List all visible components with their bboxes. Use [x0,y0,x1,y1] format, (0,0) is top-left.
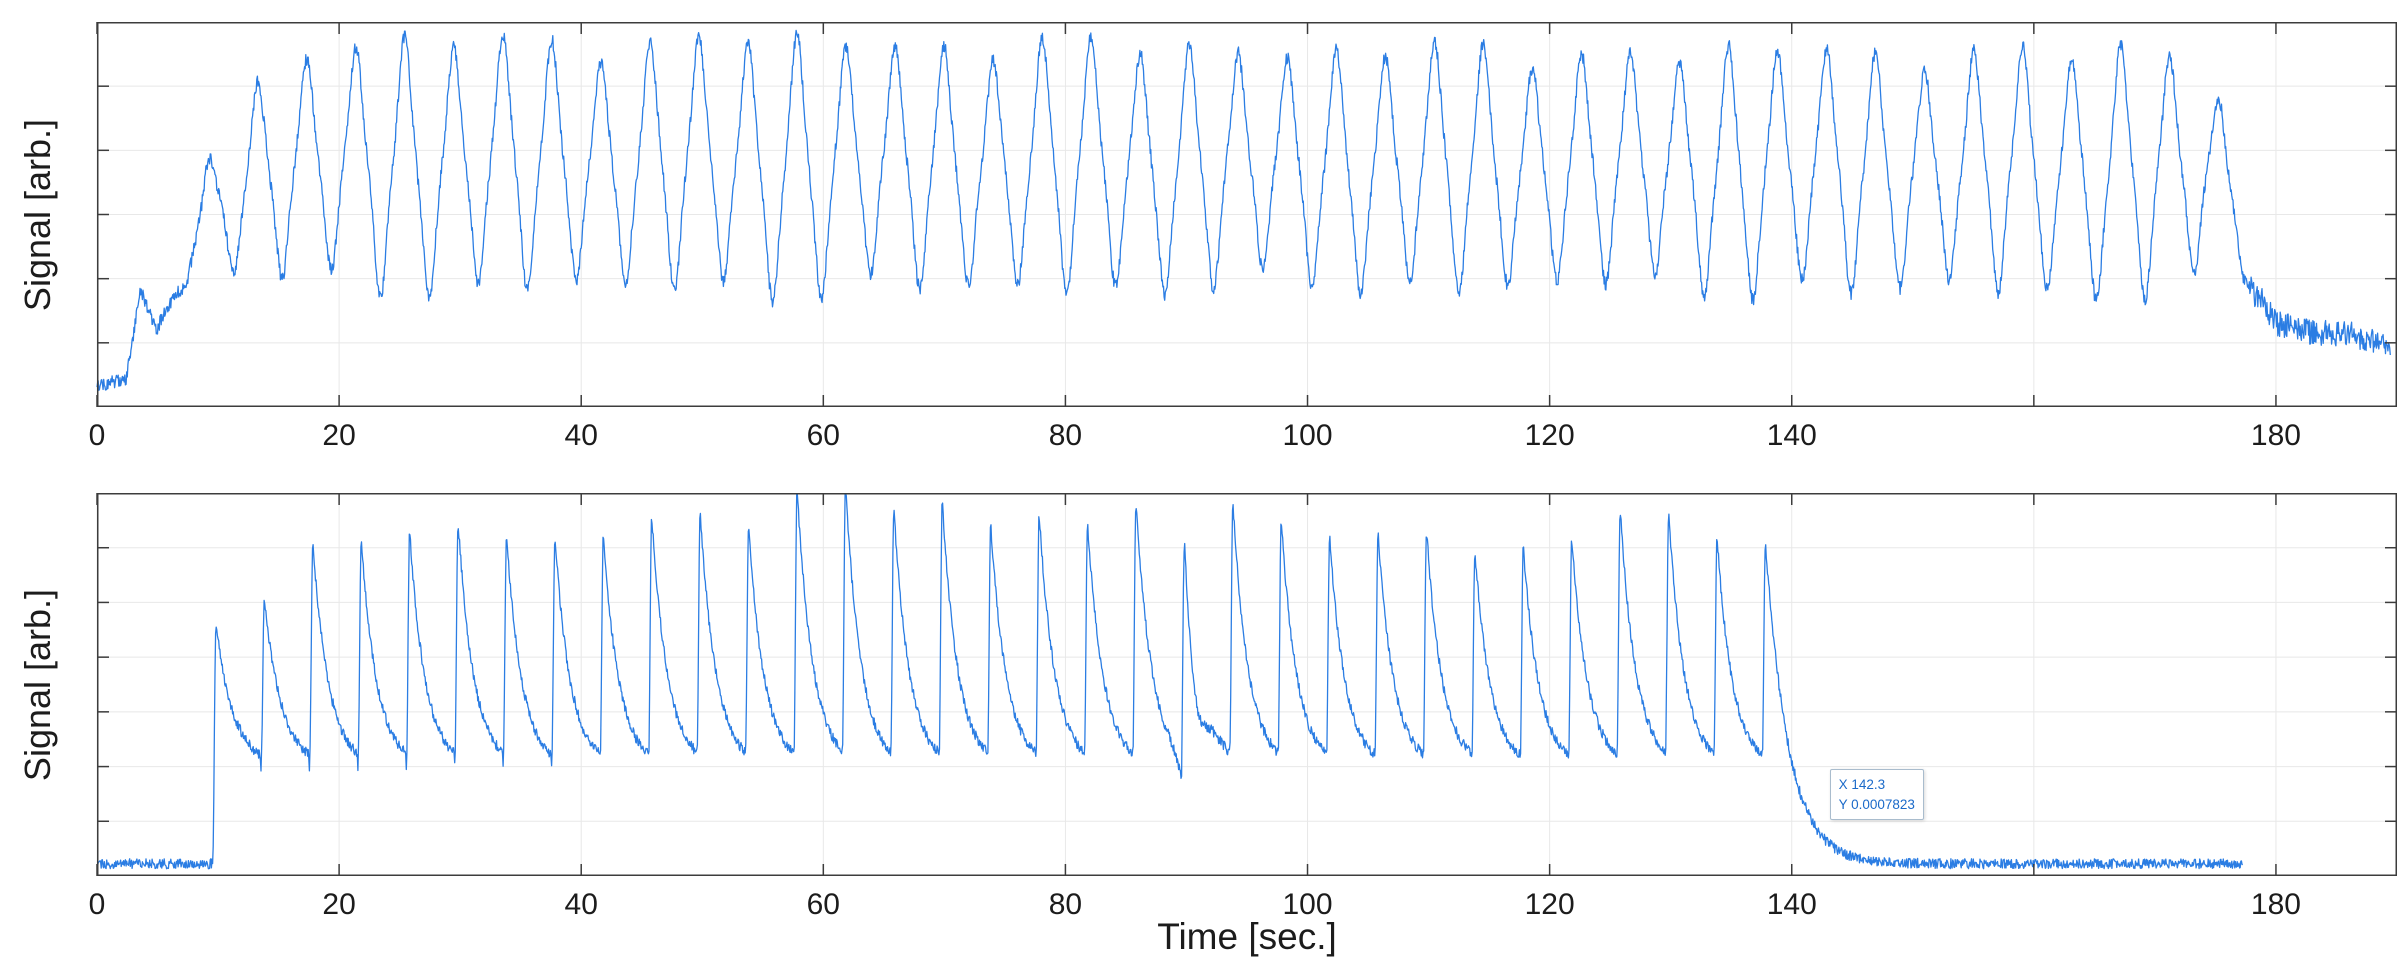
datatip-x-value: X 142.3 [1838,777,1886,793]
x-tick-label: 140 [1766,419,1817,452]
x-tick-label: 100 [1282,419,1333,452]
x-tick-label: 20 [322,419,356,452]
x-tick-label: 120 [1524,419,1575,452]
top-plot-canvas[interactable] [96,22,2397,407]
x-tick-label: 80 [1048,888,1083,921]
top-signal-trace[interactable] [96,29,2391,391]
datatip[interactable]: X 142.3 Y 0.0007823 [1829,769,1924,821]
bottom-signal-trace[interactable] [96,493,2244,870]
x-tick-label: 60 [806,419,840,452]
x-tick-label: 120 [1524,888,1575,921]
bottom-plot [96,493,2397,876]
bottom-plot-canvas[interactable] [96,493,2397,876]
x-tick-label: 40 [564,419,598,452]
bottom-y-axis-label: Signal [arb.] [17,588,58,781]
x-tick-label: 20 [322,888,356,921]
top-y-axis-label: Signal [arb.] [17,118,58,311]
x-tick-label: 60 [806,888,840,921]
top-plot [96,22,2397,407]
x-axis-label: Time [sec.] [1157,916,1337,957]
datatip-y-value: Y 0.0007823 [1838,796,1915,812]
x-tick-label: 0 [88,419,106,452]
x-tick-label: 0 [88,888,106,921]
x-tick-label: 80 [1048,419,1083,452]
x-tick-label: 40 [564,888,598,921]
x-tick-label: 180 [2250,419,2301,452]
x-tick-label: 180 [2250,888,2301,921]
x-tick-label: 100 [1282,888,1333,921]
x-tick-label: 140 [1766,888,1817,921]
axes-box [97,493,2397,876]
